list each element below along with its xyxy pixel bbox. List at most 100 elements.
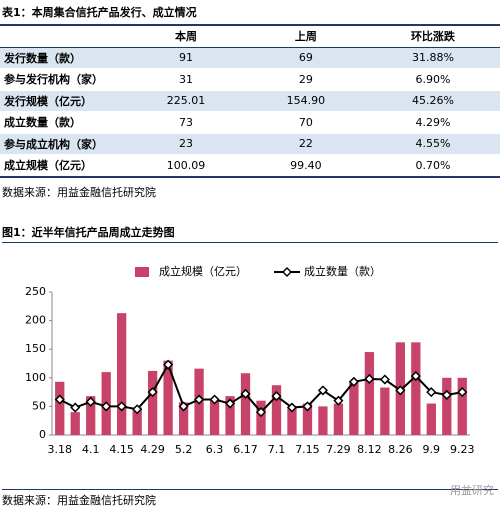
table-cell: 69 [245, 47, 366, 69]
marker [70, 402, 81, 413]
bar [240, 373, 251, 435]
table-row: 参与成立机构（家） 23 22 4.55% [0, 133, 500, 155]
bar [209, 398, 220, 435]
table-cell: 22 [245, 133, 366, 155]
bar [302, 403, 313, 435]
table-cell: 成立规模（亿元） [0, 154, 126, 178]
marker [132, 404, 143, 415]
x-tick-label: 5.2 [175, 443, 193, 456]
y-tick-label: 0 [39, 428, 46, 441]
table-cell: 参与发行机构（家） [0, 68, 126, 91]
table-cell: 6.90% [365, 68, 500, 91]
bar [147, 370, 158, 435]
table-cell: 本周 [126, 24, 246, 48]
marker [147, 387, 158, 398]
x-tick-label: 7.1 [268, 443, 286, 456]
table-cell: 成立数量（款） [0, 111, 126, 134]
marker [286, 402, 298, 413]
marker [85, 396, 96, 407]
table-cell: 31.88% [365, 47, 500, 69]
x-tick-label: 9.23 [450, 443, 475, 456]
table-cell: 31 [126, 68, 246, 91]
bar [333, 403, 344, 435]
marker [271, 391, 282, 402]
marker [209, 394, 220, 405]
marker [379, 374, 390, 385]
marker [317, 385, 328, 396]
table-row: 成立数量（款） 73 70 4.29% [0, 111, 500, 134]
legend-swatch [281, 266, 293, 278]
marker [410, 371, 421, 382]
table-row: 本周 上周 环比涨跌 [0, 24, 500, 48]
table-cell: 99.40 [245, 154, 366, 178]
marker [101, 401, 112, 412]
bar [70, 412, 80, 435]
table-cell: 45.26% [365, 90, 500, 112]
marker [178, 401, 189, 412]
x-tick-label: 7.29 [326, 443, 351, 456]
x-tick-label: 3.18 [47, 443, 72, 456]
table-cell: 上周 [245, 24, 366, 48]
bar [411, 342, 421, 435]
table-cell: 100.09 [126, 154, 246, 178]
bar [256, 400, 266, 435]
bar [457, 377, 467, 435]
marker [116, 401, 127, 412]
table-cell: 23 [126, 133, 246, 155]
marker [194, 394, 205, 405]
chart-title: 图1：近半年信托产品周成立走势图 [2, 224, 498, 243]
bar [287, 407, 297, 435]
chart: 0 50 100 150 200 250 3.18 4.1 4.15 4.29 5.2 6.3 6.17… [25, 264, 475, 456]
legend-label: 成立规模（亿元） [159, 264, 247, 278]
table-cell: 环比涨跌 [365, 24, 500, 48]
x-tick-label: 8.12 [357, 443, 382, 456]
table-row: 发行规模（亿元） 225.01 154.90 45.26% [0, 90, 500, 112]
table-cell: 4.29% [365, 111, 500, 134]
bar [364, 352, 375, 435]
x-tick-label: 4.29 [140, 443, 165, 456]
bar [178, 402, 189, 435]
table-row: 成立规模（亿元） 100.09 99.40 0.70% [0, 154, 500, 178]
x-tick-label: 6.17 [233, 443, 258, 456]
x-tick-label: 4.1 [82, 443, 100, 456]
bar [132, 407, 142, 435]
table-cell: 70 [245, 111, 366, 134]
source: 数据来源：用益金融信托研究院 [2, 489, 498, 508]
marker [348, 376, 359, 387]
bar [117, 313, 127, 435]
marker [395, 385, 406, 396]
marker [54, 394, 65, 405]
bar [380, 387, 390, 435]
table-cell: 73 [126, 111, 246, 134]
marker [457, 387, 468, 398]
table-title: 表1：本周集合信托产品发行、成立情况 [2, 6, 197, 19]
bar [86, 396, 96, 435]
table-cell: 154.90 [245, 90, 366, 112]
x-tick-label: 7.15 [295, 443, 320, 456]
y-tick-label: 250 [25, 285, 46, 298]
bar [55, 381, 65, 435]
legend-swatch [135, 267, 149, 277]
table-row: 参与发行机构（家） 31 29 6.90% [0, 68, 500, 91]
bar [225, 396, 235, 435]
x-tick-label: 6.3 [206, 443, 224, 456]
marker [224, 398, 236, 409]
table-cell: 91 [126, 47, 246, 69]
bar [426, 403, 436, 435]
watermark: 用益研究 [450, 484, 494, 497]
y-tick-label: 50 [32, 399, 46, 412]
bar [442, 377, 452, 435]
marker [240, 388, 251, 399]
table-row: 发行数量（款） 91 69 31.88% [0, 47, 500, 69]
marker [163, 359, 174, 370]
table-cell: 225.01 [126, 90, 246, 112]
bar [349, 381, 359, 435]
y-tick-label: 200 [25, 314, 46, 327]
marker [441, 389, 452, 401]
source: 数据来源：用益金融信托研究院 [2, 186, 156, 199]
table-cell: 发行数量（款） [0, 47, 126, 69]
x-tick-label: 9.9 [423, 443, 441, 456]
x-tick-label: 4.15 [109, 443, 134, 456]
x-tick-label: 8.26 [388, 443, 413, 456]
